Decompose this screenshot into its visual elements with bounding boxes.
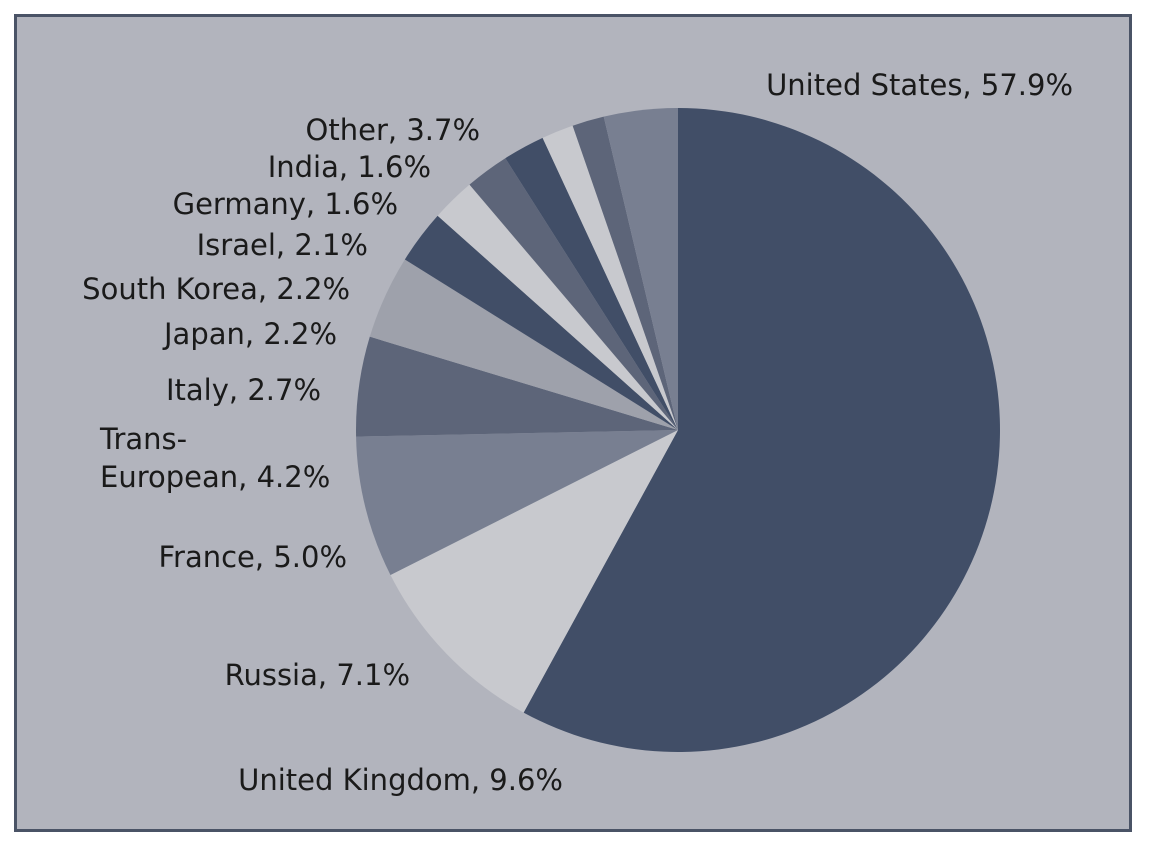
pie-chart-frame: United States, 57.9% United Kingdom, 9.6%… <box>14 14 1132 832</box>
slice-japan <box>437 184 678 430</box>
slice-israel <box>505 137 678 430</box>
slice-other <box>603 108 678 430</box>
slice-italy <box>404 215 678 430</box>
slice-united-kingdom <box>390 430 678 713</box>
label-united-kingdom: United Kingdom, 9.6% <box>238 763 563 797</box>
label-russia: Russia, 7.1% <box>225 658 410 692</box>
slice-france <box>356 336 678 437</box>
label-germany: Germany, 1.6% <box>173 187 398 221</box>
slice-united-states <box>523 108 1000 752</box>
label-italy: Italy, 2.7% <box>166 373 321 407</box>
label-other: Other, 3.7% <box>306 113 480 147</box>
slice-south-korea <box>469 158 678 430</box>
pie-labels: United States, 57.9% United Kingdom, 9.6%… <box>82 68 1073 797</box>
label-united-states: United States, 57.9% <box>766 68 1073 102</box>
slice-germany <box>542 125 678 430</box>
pie-slices <box>356 108 1000 752</box>
slice-india <box>572 116 678 431</box>
label-south-korea: South Korea, 2.2% <box>82 272 350 306</box>
label-france: France, 5.0% <box>158 540 347 574</box>
pie-chart: United States, 57.9% United Kingdom, 9.6%… <box>82 68 1073 797</box>
label-india: India, 1.6% <box>268 150 431 184</box>
label-japan: Japan, 2.2% <box>162 317 337 351</box>
slice-russia <box>356 430 678 575</box>
slice-trans-european <box>369 259 678 430</box>
label-israel: Israel, 2.1% <box>197 228 368 262</box>
label-trans-european: Trans-European, 4.2% <box>99 422 330 494</box>
